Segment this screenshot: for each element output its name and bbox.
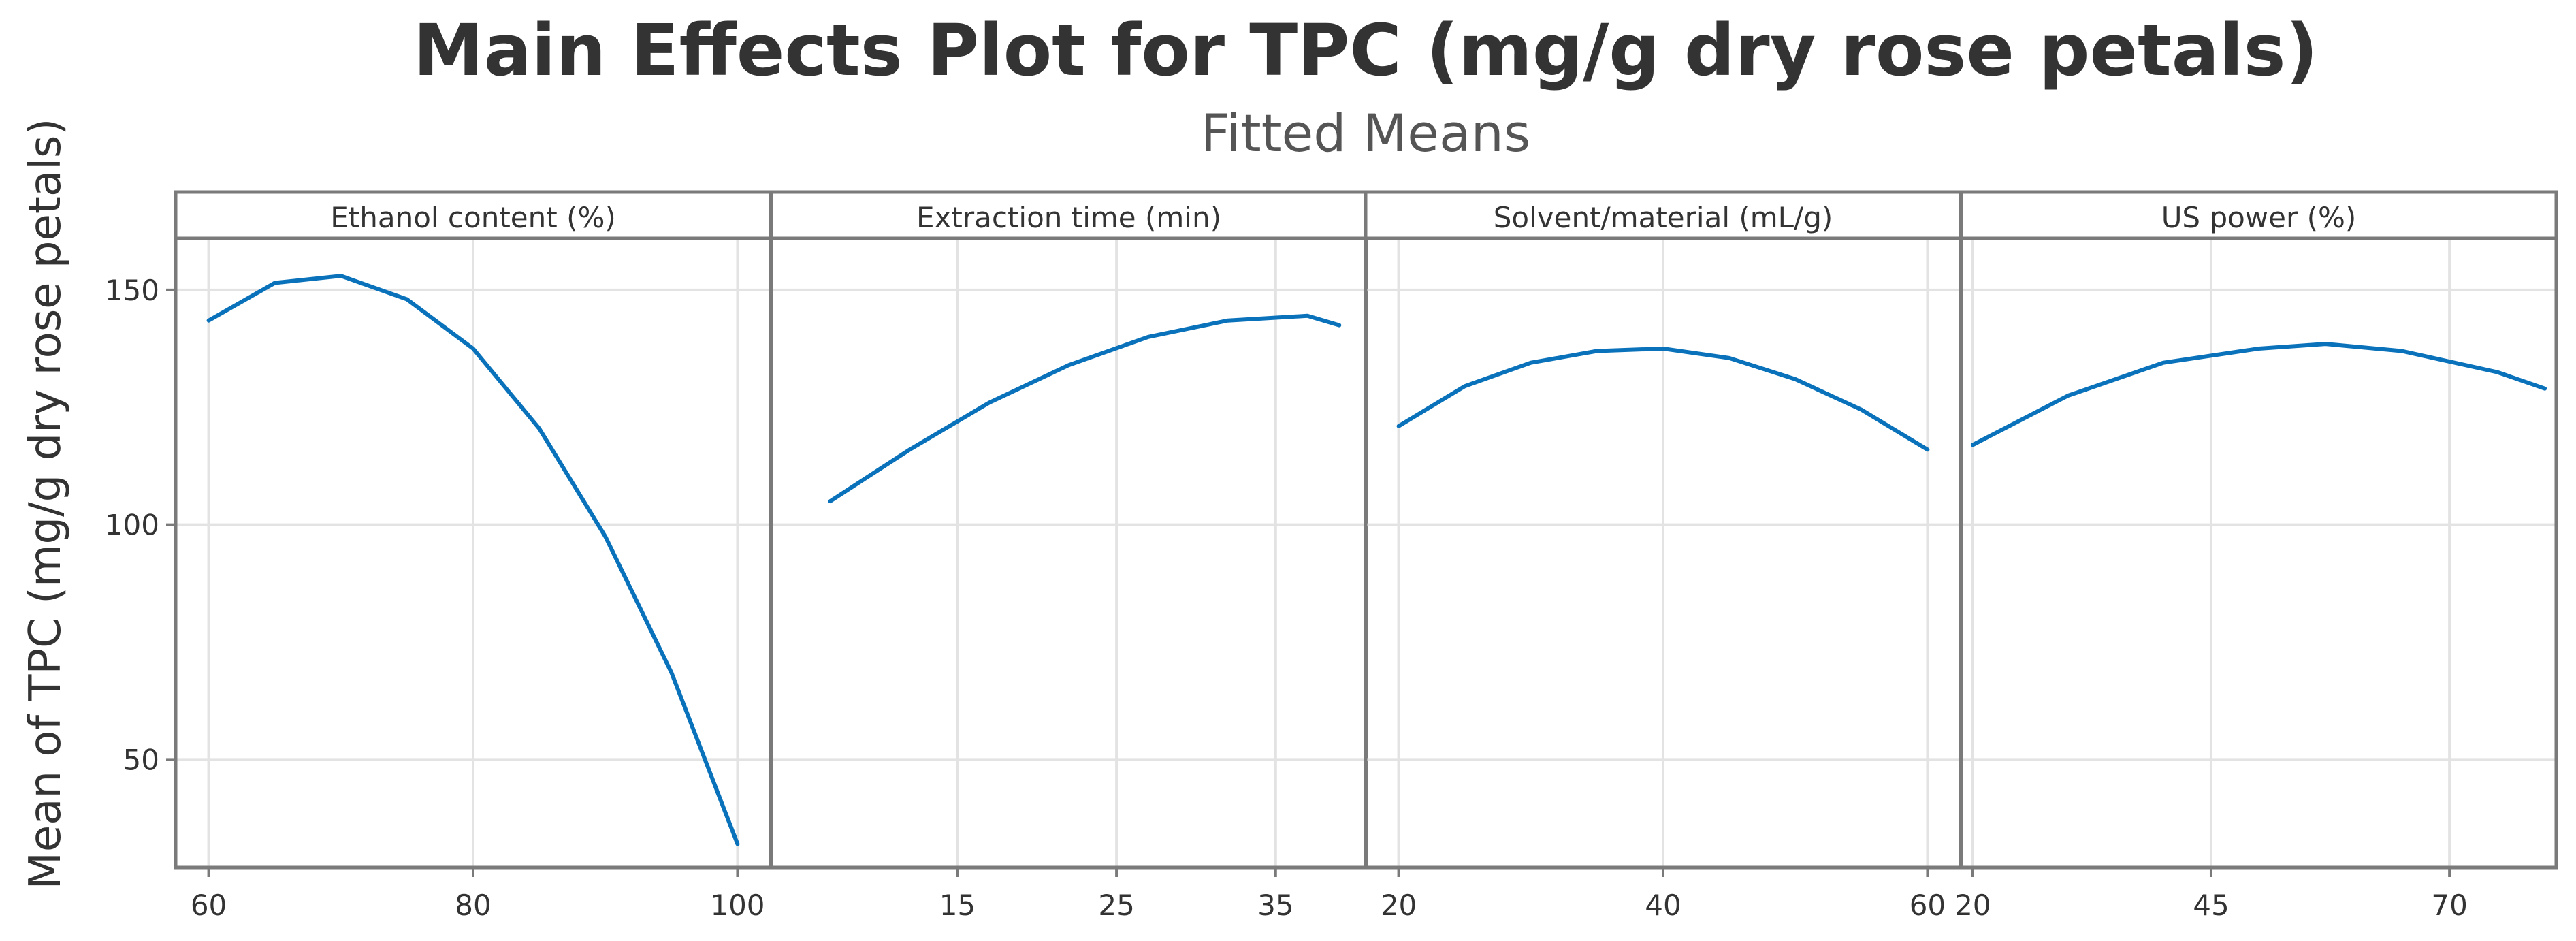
panel-1: Ethanol content (%) 60 80 100 [174,190,773,922]
series-line [1970,342,2547,447]
chart-title: Main Effects Plot for TPC (mg/g dry rose… [413,9,2318,92]
panel-strip [174,190,773,240]
y-tick-label: 150 [105,274,159,307]
x-tick-label: 15 [939,889,976,922]
x-tick-label: 40 [1645,889,1681,922]
panel-4: US power (%) 20 45 70 [1954,190,2558,922]
series-line [1396,347,1930,452]
x-tick-label: 80 [455,889,491,922]
panel-title: Ethanol content (%) [330,201,616,234]
x-tick-label: 100 [710,889,764,922]
y-axis-label: Mean of TPC (mg/g dry rose petals) [20,118,71,890]
panel-strip [769,190,1368,240]
panel-title: Solvent/material (mL/g) [1494,201,1833,234]
chart-subtitle: Fitted Means [1201,103,1531,163]
x-tick-label: 70 [2431,889,2467,922]
x-tick-label: 35 [1257,889,1293,922]
panel-title: Extraction time (min) [916,201,1221,234]
panel-strip [1959,190,2558,240]
x-tick-label: 20 [1381,889,1417,922]
series-line [828,313,1342,504]
panel-frame [1959,236,2558,870]
series-line [206,274,740,846]
panel-2: Extraction time (min) 15 25 35 [769,190,1368,922]
panel-title: US power (%) [2161,201,2357,234]
x-tick-label: 60 [191,889,227,922]
x-tick-label: 25 [1098,889,1134,922]
y-tick-label: 50 [123,743,159,776]
x-tick-label: 60 [1910,889,1946,922]
x-tick-label: 45 [2193,889,2229,922]
panel-frame [769,236,1368,870]
x-tick-label: 20 [1954,889,1991,922]
y-tick-label: 100 [105,509,159,542]
panel-3: Solvent/material (mL/g) 20 40 60 [1364,190,1963,922]
